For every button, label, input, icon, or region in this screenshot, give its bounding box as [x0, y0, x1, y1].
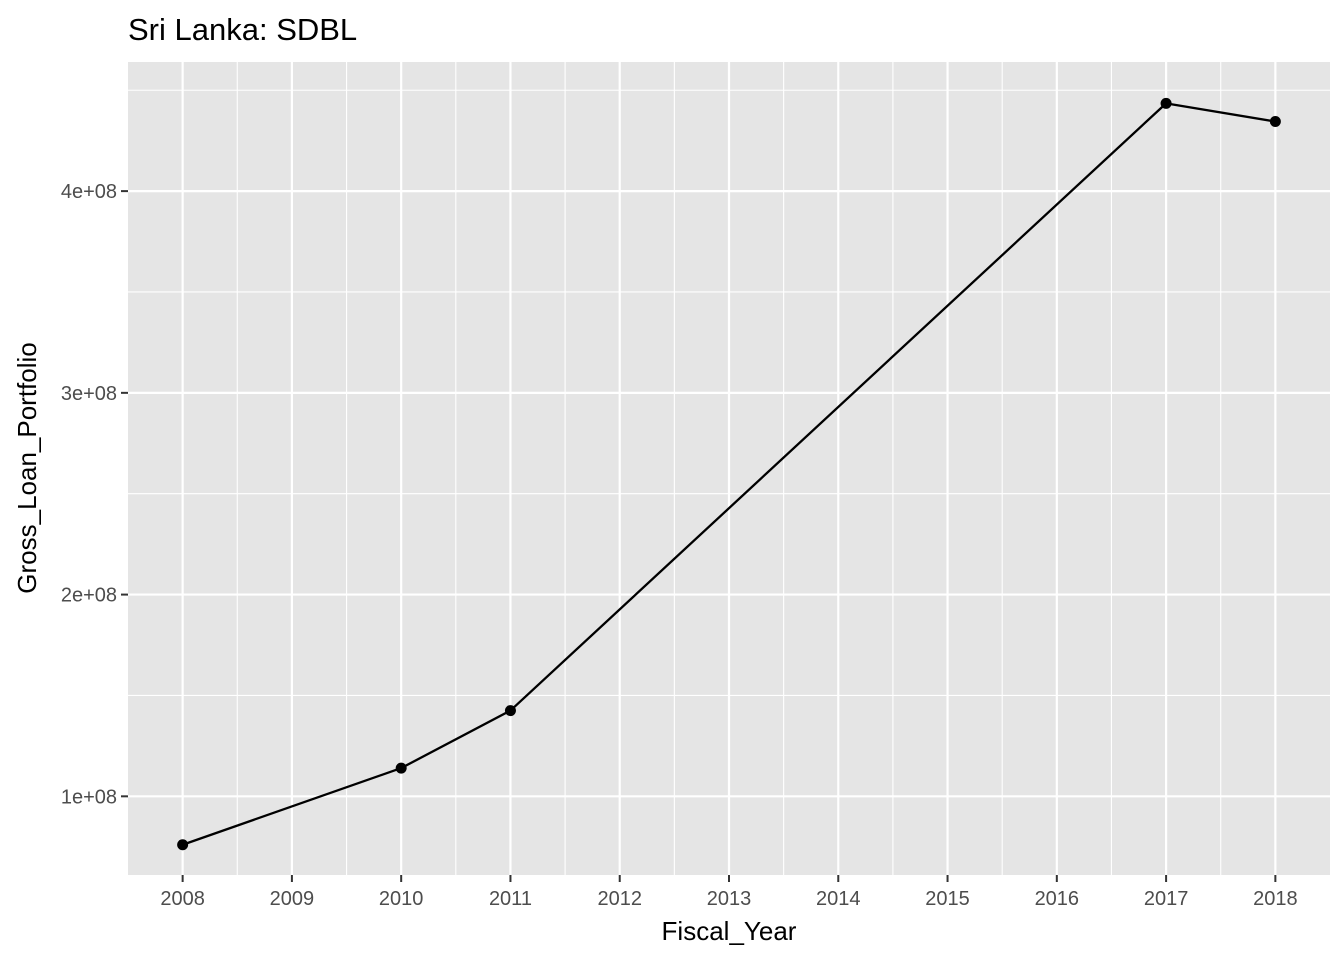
- y-tick-label: 4e+08: [61, 181, 117, 203]
- y-tick-label: 1e+08: [61, 786, 117, 808]
- major-gridlines: [128, 62, 1330, 875]
- series-layer: [177, 97, 1281, 851]
- chart-title: Sri Lanka: SDBL: [128, 12, 357, 47]
- y-axis: 1e+08 2e+08 3e+08 4e+08: [61, 181, 128, 808]
- x-tick-label: 2012: [597, 888, 642, 910]
- data-point: [395, 762, 407, 774]
- x-tick-label: 2018: [1253, 888, 1298, 910]
- x-tick-label: 2010: [379, 888, 424, 910]
- data-point: [1160, 97, 1172, 109]
- x-tick-label: 2015: [925, 888, 970, 910]
- x-tick-label: 2008: [160, 888, 205, 910]
- y-tick-label: 3e+08: [61, 383, 117, 405]
- data-point: [1269, 116, 1281, 128]
- y-tick-label: 2e+08: [61, 585, 117, 607]
- x-axis: 2008 2009 2010 2011 2012 2013 2014 2015 2016 2017…: [160, 875, 1298, 910]
- x-tick-label: 2016: [1035, 888, 1080, 910]
- y-axis-title: Gross_Loan_Portfolio: [12, 342, 42, 593]
- x-axis-title: Fiscal_Year: [662, 916, 797, 946]
- x-tick-label: 2011: [489, 888, 532, 910]
- x-tick-label: 2017: [1144, 888, 1189, 910]
- data-point: [504, 705, 516, 717]
- x-tick-label: 2014: [816, 888, 861, 910]
- x-tick-label: 2009: [270, 888, 315, 910]
- x-tick-label: 2013: [707, 888, 752, 910]
- data-point: [177, 839, 189, 851]
